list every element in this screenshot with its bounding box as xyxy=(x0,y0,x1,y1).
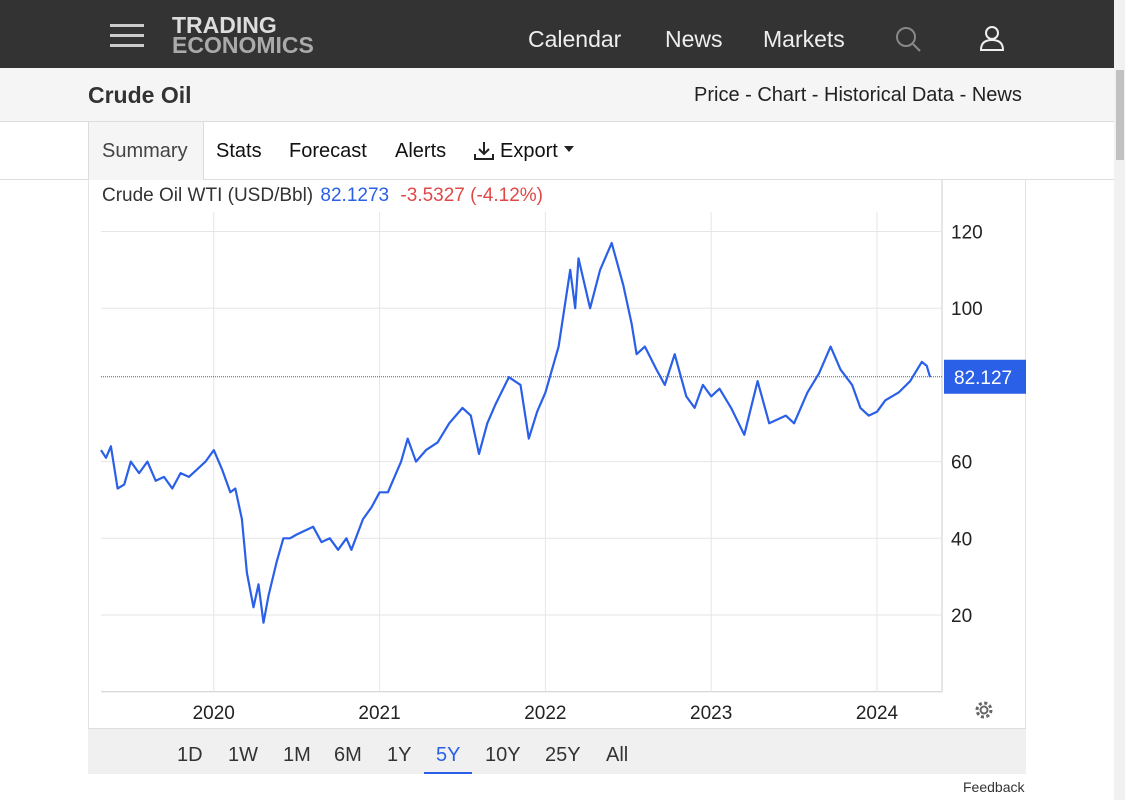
page-header: Crude Oil Price - Chart - Historical Dat… xyxy=(0,68,1114,122)
nav-link[interactable]: News xyxy=(665,26,723,52)
x-tick-label: 2024 xyxy=(856,703,899,724)
range-button[interactable]: All xyxy=(606,744,629,766)
tab[interactable]: Summary xyxy=(102,140,188,162)
nav-link[interactable]: Calendar xyxy=(528,26,622,52)
y-tick-label: 40 xyxy=(951,529,972,550)
menu-icon[interactable] xyxy=(110,22,146,50)
y-tick-label: 100 xyxy=(951,299,983,320)
range-button[interactable]: 1W xyxy=(228,744,258,766)
range-button[interactable]: 6M xyxy=(334,744,362,766)
range-button[interactable]: 1M xyxy=(283,744,311,766)
y-tick-label: 20 xyxy=(951,606,972,627)
x-tick-label: 2021 xyxy=(358,703,400,724)
last-price-box xyxy=(944,359,1026,394)
tab[interactable]: Stats xyxy=(216,140,262,162)
user-icon[interactable] xyxy=(979,25,1005,53)
chart-title: Crude Oil WTI (USD/Bbl) xyxy=(102,185,314,206)
scrollbar[interactable] xyxy=(1114,0,1125,800)
range-button[interactable]: 10Y xyxy=(485,744,521,766)
range-bar xyxy=(88,728,1026,774)
tab[interactable]: Export xyxy=(500,140,558,162)
range-button[interactable]: 5Y xyxy=(424,744,473,774)
range-button[interactable]: 1Y xyxy=(387,744,412,766)
divider xyxy=(0,179,1114,180)
logo-text: ECONOMICS xyxy=(172,32,314,58)
logo[interactable]: TRADING ECONOMICS xyxy=(172,12,314,58)
tab[interactable]: Alerts xyxy=(395,140,447,162)
x-tick-label: 2023 xyxy=(690,703,732,724)
caret xyxy=(564,146,574,152)
price: 82.1273 xyxy=(320,185,390,206)
change: -3.5327 xyxy=(400,185,465,206)
x-tick-label: 2020 xyxy=(193,703,235,724)
last-price-label: 82.127 xyxy=(954,368,1012,389)
page-title: Crude Oil xyxy=(88,82,192,108)
feedback-link[interactable]: Feedback xyxy=(963,779,1025,795)
search-icon[interactable] xyxy=(895,26,923,54)
active-tab xyxy=(88,122,204,180)
x-tick-label: 2022 xyxy=(524,703,566,724)
y-tick-label: 60 xyxy=(951,453,972,474)
range-button[interactable]: 25Y xyxy=(545,744,581,766)
download-icon xyxy=(474,142,494,160)
nav-link[interactable]: Markets xyxy=(763,26,845,52)
price-line xyxy=(100,241,932,624)
tab[interactable]: Forecast xyxy=(289,140,367,162)
chart-legend: Crude Oil WTI (USD/Bbl) 82.1273 -3.5327 … xyxy=(102,185,543,207)
y-tick-label: 120 xyxy=(951,223,983,244)
settings-icon[interactable] xyxy=(972,698,996,722)
range-button[interactable]: 1D xyxy=(177,744,203,766)
change-pct: (-4.12%) xyxy=(470,185,543,206)
header-links[interactable]: Price - Chart - Historical Data - News xyxy=(694,84,1022,106)
top-nav: TRADING ECONOMICS Calendar News Markets xyxy=(0,0,1114,68)
logo-text: TRADING xyxy=(172,12,277,38)
